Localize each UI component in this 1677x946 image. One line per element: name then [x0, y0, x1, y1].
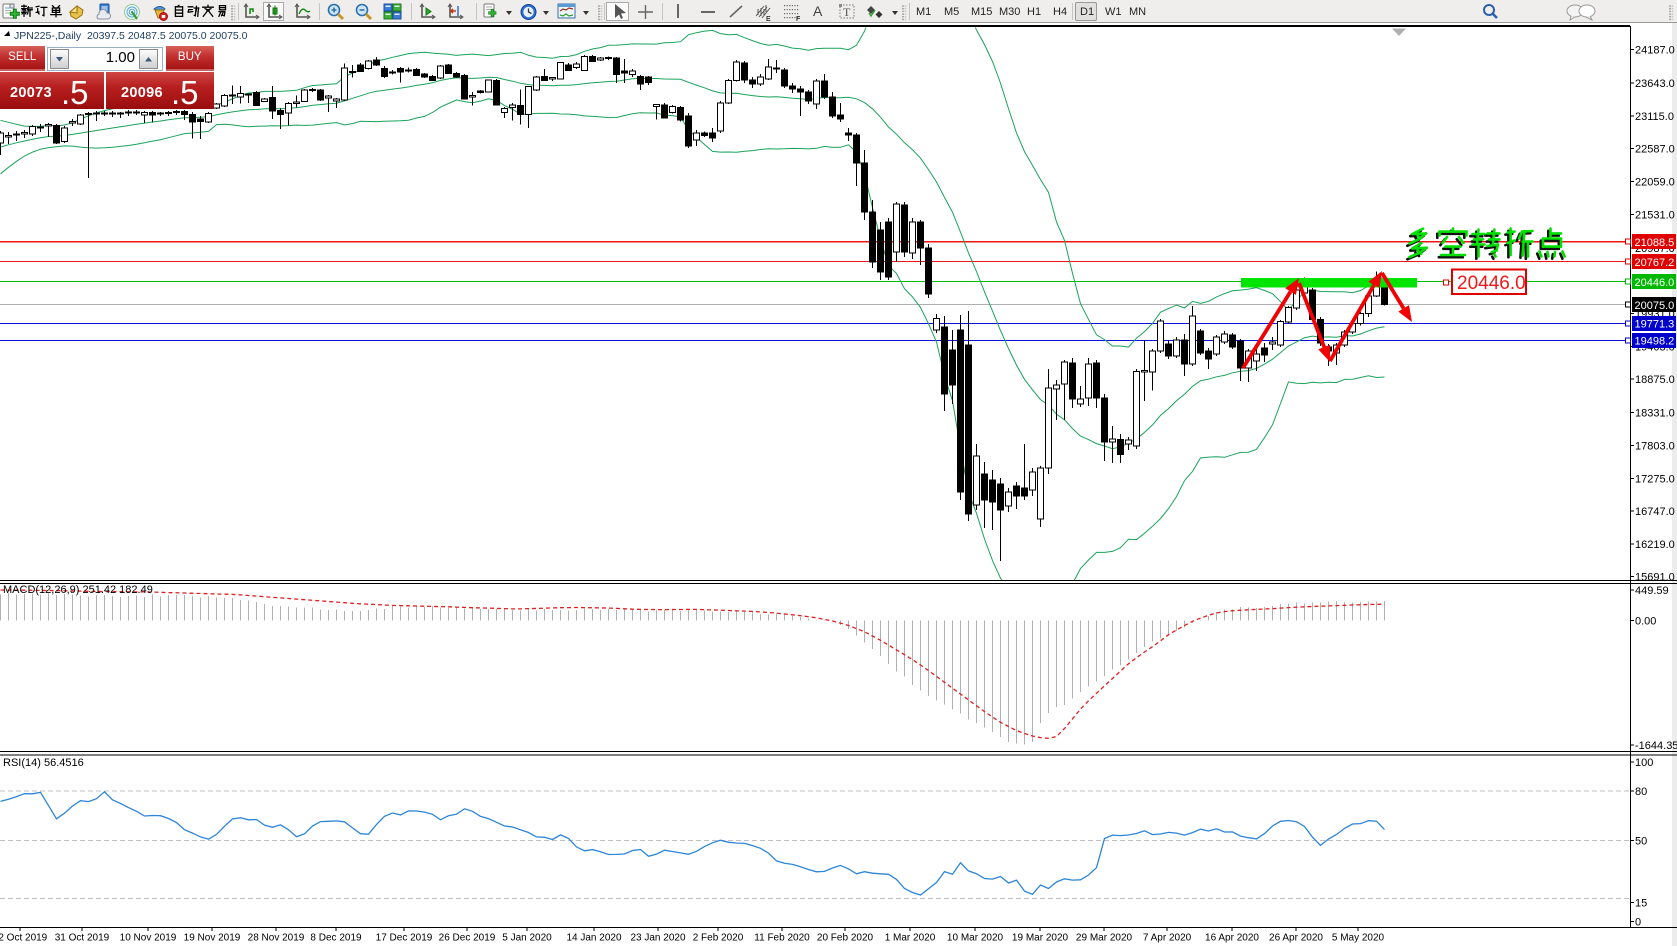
svg-text:16 Apr 2020: 16 Apr 2020 — [1205, 933, 1259, 944]
svg-text:18331.0: 18331.0 — [1635, 408, 1675, 420]
svg-text:449.59: 449.59 — [1635, 585, 1669, 597]
svg-text:F: F — [796, 16, 801, 22]
svg-text:RSI(14) 56.4516: RSI(14) 56.4516 — [3, 757, 84, 769]
svg-text:1 Mar 2020: 1 Mar 2020 — [885, 933, 936, 944]
svg-text:23115.0: 23115.0 — [1635, 111, 1674, 123]
svg-text:23 Jan 2020: 23 Jan 2020 — [630, 933, 685, 944]
svg-text:5 May 2020: 5 May 2020 — [1332, 933, 1385, 944]
svg-text:20767.2: 20767.2 — [1635, 257, 1675, 269]
svg-text:0: 0 — [1635, 916, 1641, 928]
svg-text:0.00: 0.00 — [1635, 615, 1656, 627]
svg-text:21531.0: 21531.0 — [1635, 209, 1675, 221]
svg-text:16747.0: 16747.0 — [1635, 506, 1675, 518]
svg-text:5 Jan 2020: 5 Jan 2020 — [502, 933, 552, 944]
svg-text:26 Dec 2019: 26 Dec 2019 — [439, 933, 496, 944]
svg-text:20075.0: 20075.0 — [1635, 300, 1675, 312]
svg-text:21088.5: 21088.5 — [1635, 237, 1675, 249]
svg-text:10 Nov 2019: 10 Nov 2019 — [120, 933, 177, 944]
svg-text:20446.0: 20446.0 — [1457, 273, 1526, 294]
svg-text:20 Feb 2020: 20 Feb 2020 — [817, 933, 874, 944]
svg-text:8 Dec 2019: 8 Dec 2019 — [310, 933, 362, 944]
svg-text:19498.2: 19498.2 — [1635, 336, 1675, 348]
svg-text:7 Apr 2020: 7 Apr 2020 — [1143, 933, 1192, 944]
svg-text:29 Mar 2020: 29 Mar 2020 — [1076, 933, 1133, 944]
svg-text:19 Nov 2019: 19 Nov 2019 — [184, 933, 241, 944]
svg-text:100: 100 — [1635, 757, 1653, 769]
svg-text:14 Jan 2020: 14 Jan 2020 — [566, 933, 621, 944]
svg-text:80: 80 — [1635, 786, 1647, 798]
svg-text:E: E — [766, 16, 771, 22]
svg-text:17 Dec 2019: 17 Dec 2019 — [376, 933, 433, 944]
svg-text:20446.0: 20446.0 — [1635, 277, 1675, 289]
svg-text:JPN225-,Daily 20397.5 20487.5: JPN225-,Daily 20397.5 20487.5 20075.0 20… — [14, 30, 248, 42]
svg-text:18875.0: 18875.0 — [1635, 374, 1675, 386]
svg-text:22587.0: 22587.0 — [1635, 144, 1675, 156]
svg-text:2 Feb 2020: 2 Feb 2020 — [693, 933, 744, 944]
svg-text:15: 15 — [1635, 898, 1647, 910]
svg-text:50: 50 — [1635, 836, 1647, 848]
svg-text:19 Mar 2020: 19 Mar 2020 — [1012, 933, 1069, 944]
svg-text:22 Oct 2019: 22 Oct 2019 — [0, 933, 48, 944]
svg-text:26 Apr 2020: 26 Apr 2020 — [1269, 933, 1323, 944]
svg-text:22059.0: 22059.0 — [1635, 177, 1675, 189]
svg-text:28 Nov 2019: 28 Nov 2019 — [248, 933, 305, 944]
svg-text:23643.0: 23643.0 — [1635, 78, 1675, 90]
svg-text:-1644.35: -1644.35 — [1635, 740, 1677, 752]
svg-text:24187.0: 24187.0 — [1635, 45, 1675, 57]
svg-text:17803.0: 17803.0 — [1635, 441, 1675, 453]
svg-text:11 Feb 2020: 11 Feb 2020 — [754, 933, 810, 944]
svg-text:T: T — [843, 5, 851, 19]
svg-text:10 Mar 2020: 10 Mar 2020 — [947, 933, 1004, 944]
svg-text:MACD(12,26,9) 251.42 182.49: MACD(12,26,9) 251.42 182.49 — [3, 584, 153, 596]
svg-text:19771.3: 19771.3 — [1635, 319, 1675, 331]
svg-text:17275.0: 17275.0 — [1635, 473, 1675, 485]
svg-text:16219.0: 16219.0 — [1635, 539, 1675, 551]
svg-text:15691.0: 15691.0 — [1635, 572, 1675, 584]
svg-text:31 Oct 2019: 31 Oct 2019 — [55, 933, 110, 944]
